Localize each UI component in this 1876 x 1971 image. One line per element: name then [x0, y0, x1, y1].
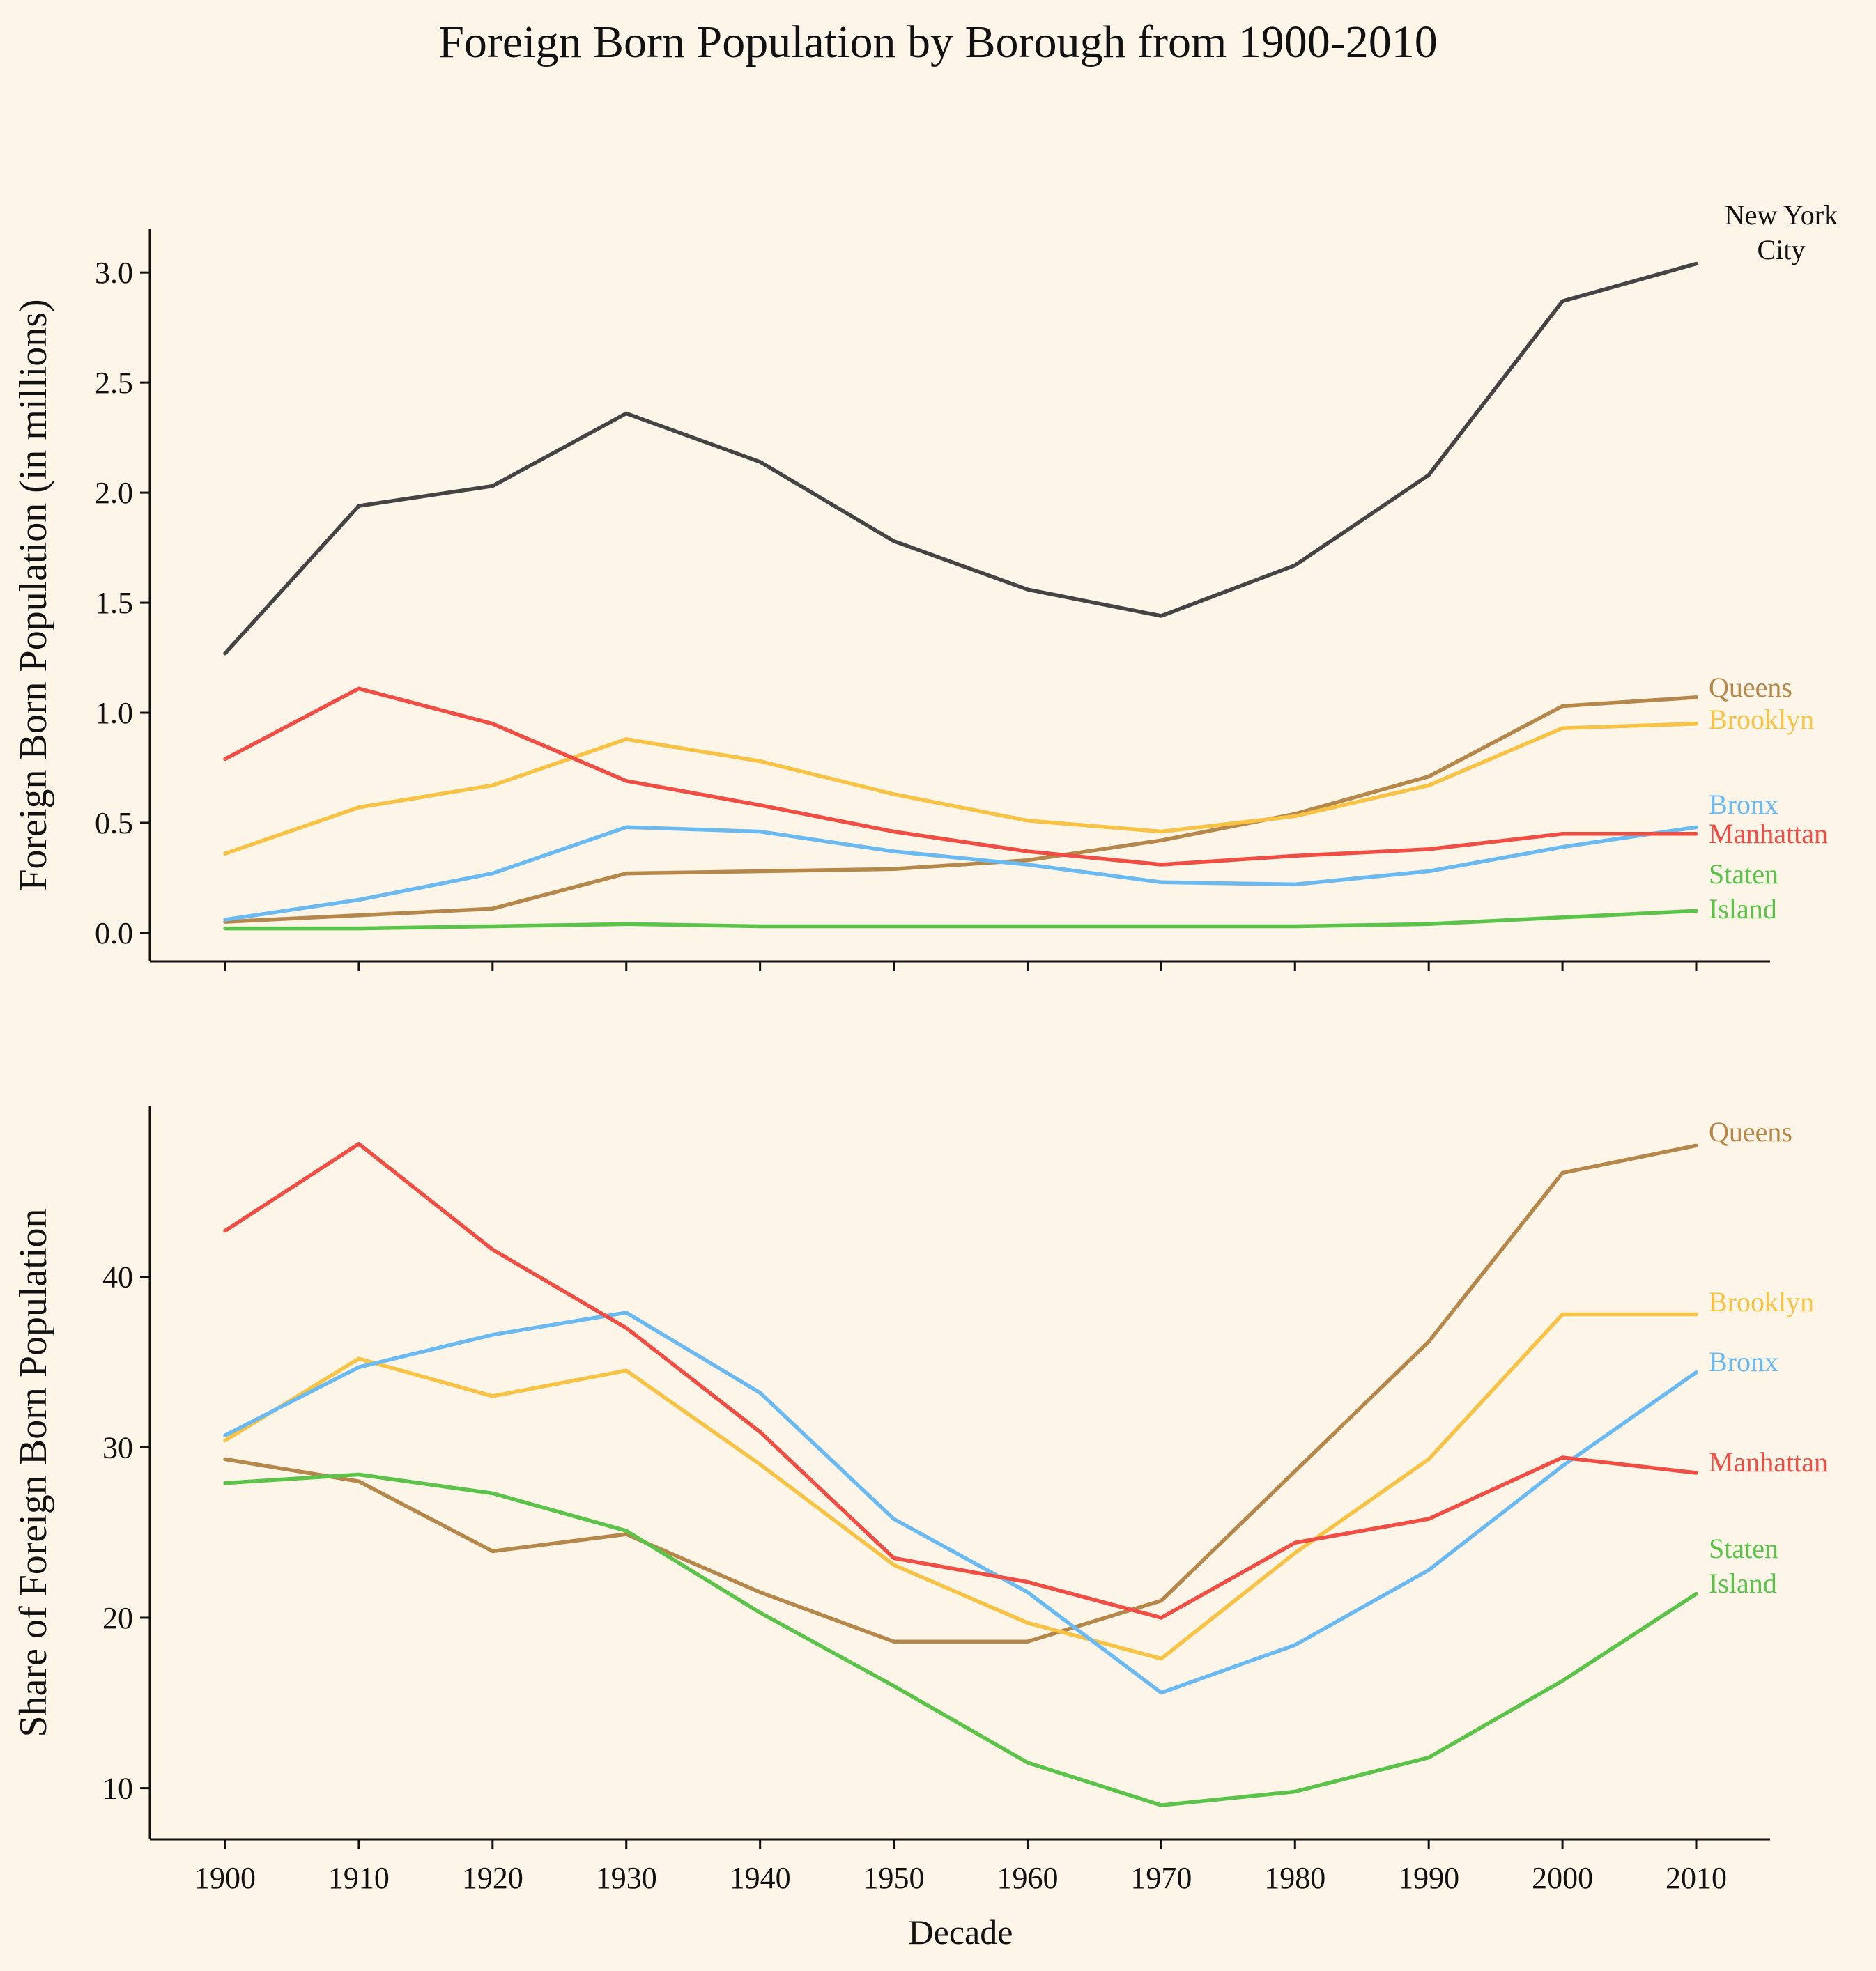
- y-tick-label: 3.0: [95, 256, 133, 290]
- x-tick-label: 1970: [1130, 1861, 1192, 1895]
- x-tick-label: 1990: [1398, 1861, 1459, 1895]
- series-label-bronx: Bronx: [1709, 1346, 1778, 1377]
- y-axis-label: Foreign Born Population (in millions): [12, 299, 55, 890]
- series-label-brooklyn: Brooklyn: [1709, 1286, 1814, 1317]
- series-label-brooklyn: Brooklyn: [1709, 704, 1814, 735]
- x-tick-label: 1940: [730, 1861, 791, 1895]
- series-label-staten-island: Staten: [1709, 858, 1778, 890]
- series-label-queens: Queens: [1709, 672, 1792, 703]
- series-label-staten-island: Island: [1709, 1568, 1777, 1599]
- y-tick-label: 1.0: [95, 696, 133, 730]
- y-tick-label: 2.5: [95, 366, 133, 400]
- series-line-staten-island: [223, 909, 1698, 931]
- series-line-brooklyn: [223, 1312, 1698, 1661]
- series-line-bronx: [223, 825, 1698, 922]
- series-label-manhattan: Manhattan: [1709, 818, 1828, 849]
- series-line-bronx: [223, 1311, 1698, 1695]
- population-panel: 0.0 0.5 1.0 1.5 2.0 2.5 3.0 Foreign Born Popula…: [12, 199, 1838, 971]
- series-line-brooklyn: [223, 722, 1698, 856]
- x-tick-label: 2000: [1532, 1861, 1593, 1895]
- y-tick-label: 0.0: [95, 916, 133, 950]
- y-axis-label: Share of Foreign Born Population: [12, 1208, 55, 1737]
- series-label-new-york-city: New York: [1725, 199, 1838, 231]
- series-label-new-york-city: City: [1758, 234, 1806, 265]
- x-tick-label: 1920: [462, 1861, 523, 1895]
- series-label-staten-island: Staten: [1709, 1533, 1778, 1564]
- series-label-queens: Queens: [1709, 1116, 1792, 1147]
- series-label-manhattan: Manhattan: [1709, 1446, 1828, 1478]
- series-line-manhattan: [223, 686, 1698, 867]
- x-tick-label: 1950: [863, 1861, 925, 1895]
- series-line-manhattan: [223, 1142, 1698, 1620]
- y-tick-label: 1.5: [95, 586, 133, 620]
- y-tick-label: 40: [102, 1260, 133, 1294]
- series-line-queens: [223, 695, 1698, 924]
- y-tick-label: 20: [102, 1601, 133, 1635]
- x-tick-label: 1930: [596, 1861, 657, 1895]
- y-tick-label: 30: [102, 1430, 133, 1464]
- x-axis-label: Decade: [909, 1912, 1013, 1951]
- x-tick-label: 1980: [1264, 1861, 1325, 1895]
- figure-title: Foreign Born Population by Borough from …: [438, 17, 1438, 68]
- series-line-queens: [223, 1143, 1698, 1644]
- x-tick-label: 1900: [194, 1861, 256, 1895]
- y-tick-label: 2.0: [95, 476, 133, 510]
- share-panel: 10 20 30 40 1900 1910 1920 1930 1940 1950 1960 1970…: [12, 1106, 1828, 1951]
- series-label-staten-island: Island: [1709, 893, 1777, 925]
- x-tick-label: 2010: [1666, 1861, 1727, 1895]
- series-line-staten-island: [223, 1472, 1698, 1807]
- x-tick-label: 1910: [328, 1861, 390, 1895]
- x-tick-label: 1960: [997, 1861, 1058, 1895]
- series-line-new-york-city: [223, 261, 1698, 656]
- series-label-bronx: Bronx: [1709, 789, 1778, 820]
- y-tick-label: 0.5: [95, 806, 133, 840]
- y-tick-label: 10: [102, 1772, 133, 1806]
